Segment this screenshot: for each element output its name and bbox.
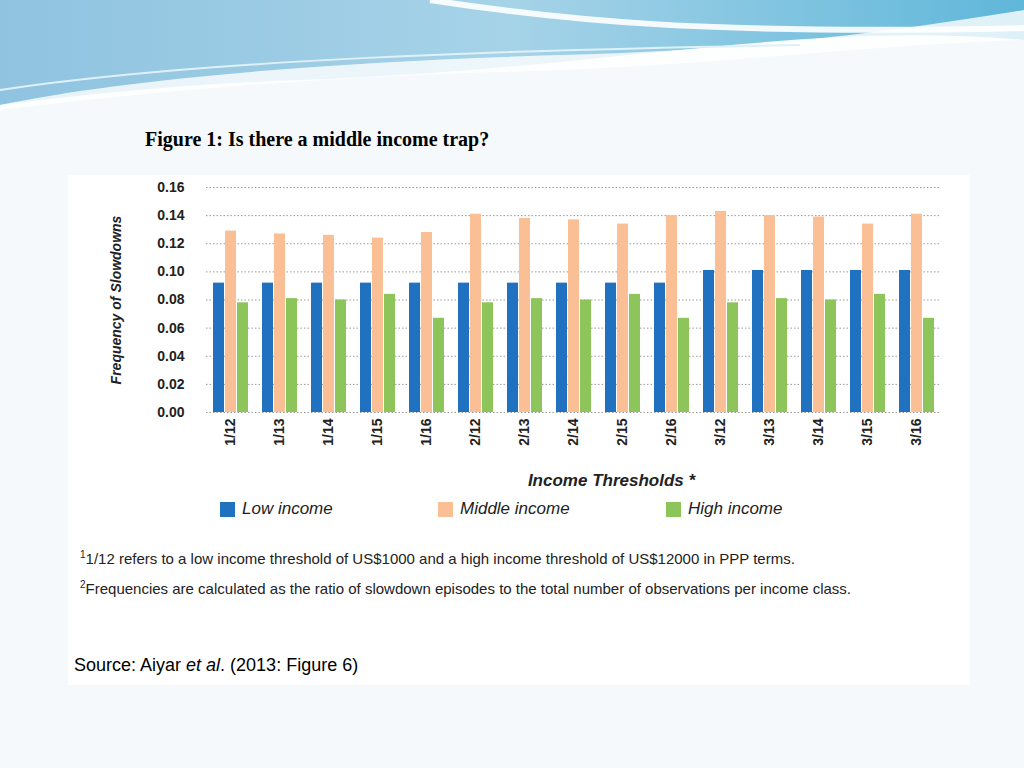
svg-text:Frequency of Slowdowns: Frequency of Slowdowns — [108, 215, 124, 384]
svg-text:1/15: 1/15 — [369, 418, 385, 445]
svg-text:3/16: 3/16 — [908, 418, 924, 445]
svg-text:2/14: 2/14 — [565, 418, 581, 445]
svg-text:0.04: 0.04 — [157, 348, 184, 364]
svg-text:1/13: 1/13 — [271, 418, 287, 445]
html-text:Middle income: Middle income — [460, 499, 570, 518]
svg-text:3/14: 3/14 — [810, 418, 826, 445]
svg-text:3/15: 3/15 — [859, 418, 875, 445]
svg-text:0.16: 0.16 — [157, 179, 184, 195]
svg-text:2/13: 2/13 — [516, 418, 532, 445]
svg-text:0.02: 0.02 — [157, 376, 184, 392]
svg-text:3/12: 3/12 — [712, 418, 728, 445]
svg-text:2/12: 2/12 — [467, 418, 483, 445]
svg-text:3/13: 3/13 — [761, 418, 777, 445]
html-text:High income: High income — [688, 499, 783, 518]
html-text:Income Thresholds *: Income Thresholds * — [527, 471, 696, 490]
html-text:2Frequencies are calculated as: 2Frequencies are calculated as the ratio… — [80, 579, 851, 597]
svg-text:2/15: 2/15 — [614, 418, 630, 445]
html-text:Source: Aiyar et al. (2013: Fi: Source: Aiyar et al. (2013: Figure 6) — [74, 655, 359, 675]
svg-text:0.12: 0.12 — [157, 235, 184, 251]
svg-text:1/16: 1/16 — [418, 418, 434, 445]
html-text:Low income: Low income — [242, 499, 333, 518]
svg-text:1/12: 1/12 — [222, 418, 238, 445]
svg-text:0.14: 0.14 — [157, 207, 184, 223]
svg-text:0.00: 0.00 — [157, 404, 184, 420]
html-text:1/12 refers to a low income th: 1/12 refers to a low income threshold of… — [85, 550, 795, 567]
svg-text:0.06: 0.06 — [157, 320, 184, 336]
html-text:Figure 1: Is there a middle in: Figure 1: Is there a middle income trap? — [145, 128, 490, 150]
html-text:1: 1 — [80, 549, 86, 560]
svg-text:0.08: 0.08 — [157, 291, 184, 307]
svg-text:0.10: 0.10 — [157, 263, 184, 279]
svg-text:1/14: 1/14 — [320, 418, 336, 445]
svg-text:2/16: 2/16 — [663, 418, 679, 445]
